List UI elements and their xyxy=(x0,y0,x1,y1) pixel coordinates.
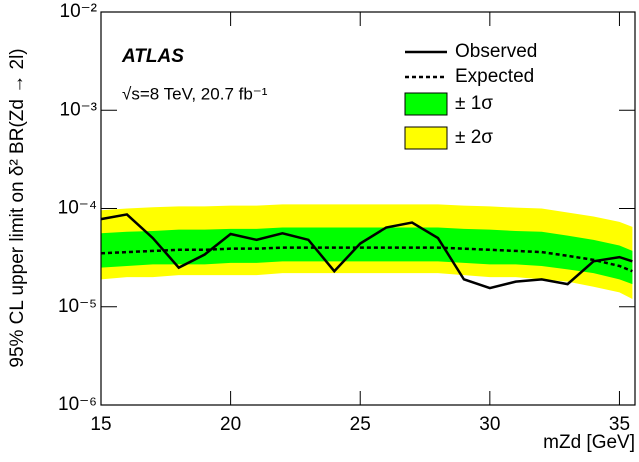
x-tick-label: 15 xyxy=(90,414,111,435)
x-tick-label: 20 xyxy=(220,414,241,435)
x-tick-label: 30 xyxy=(479,414,500,435)
experiment-label: ATLAS xyxy=(121,46,184,67)
legend-swatch xyxy=(404,126,448,150)
y-tick-label: 10⁻⁶ xyxy=(58,394,97,415)
x-tick-label: 25 xyxy=(350,414,371,435)
line xyxy=(100,213,633,290)
y-tick-label: 10⁻³ xyxy=(60,99,98,120)
y-tick-label: 10⁻² xyxy=(60,1,98,22)
energy-label: √s=8 TeV, 20.7 fb⁻¹ xyxy=(122,84,268,103)
y-tick-label: 10⁻⁵ xyxy=(58,296,97,317)
y-tick-label: 10⁻⁴ xyxy=(58,198,97,219)
y-axis-label: 95% CL upper limit on δ² BR(Zd → 2l) xyxy=(7,48,28,367)
legend-label: ± 2σ xyxy=(455,127,493,148)
legend-swatch xyxy=(404,92,448,116)
x-tick-label: 35 xyxy=(609,414,630,435)
legend-label: ± 1σ xyxy=(455,93,493,114)
band xyxy=(101,227,633,285)
x-axis-label: mZd [GeV] xyxy=(543,432,635,453)
legend-label: Observed xyxy=(455,41,537,62)
legend-label: Expected xyxy=(455,66,534,87)
